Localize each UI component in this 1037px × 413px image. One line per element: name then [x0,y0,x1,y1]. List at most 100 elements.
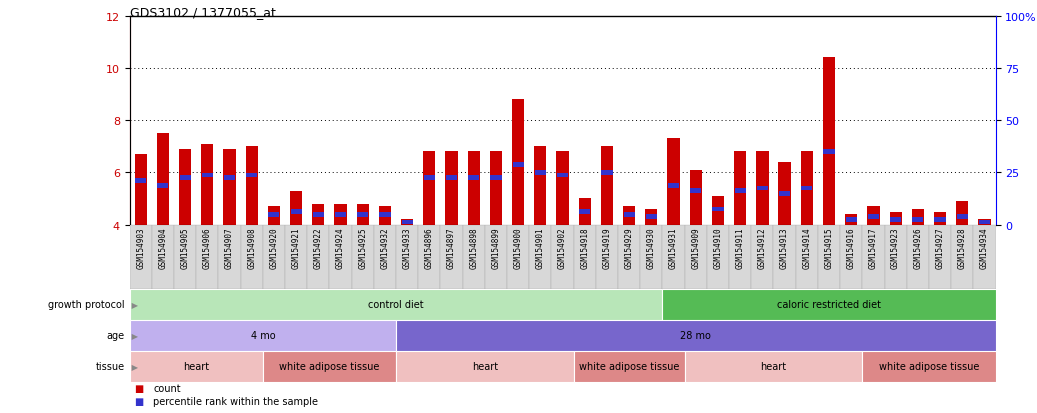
Bar [596,225,618,289]
Bar [396,320,996,351]
Bar [196,225,219,289]
Bar [690,170,702,225]
Bar [290,191,302,225]
Text: 28 mo: 28 mo [680,330,711,341]
Bar [130,225,151,289]
Text: ▶: ▶ [129,362,138,371]
Bar [557,152,568,225]
Bar [357,204,369,225]
Bar [262,351,396,382]
Bar [335,204,346,225]
Bar [711,197,724,225]
Bar [795,225,818,289]
Bar [734,189,746,194]
Text: GSM154914: GSM154914 [803,227,811,268]
Bar [951,225,974,289]
Text: GSM154899: GSM154899 [492,227,501,268]
Bar [863,351,996,382]
Bar [956,202,969,225]
Bar [845,218,857,222]
Bar [890,212,902,225]
Text: GSM154918: GSM154918 [581,227,589,268]
Bar [352,225,374,289]
Bar [330,225,352,289]
Text: GSM154902: GSM154902 [558,227,567,268]
Bar [668,184,679,188]
Bar [823,58,835,225]
Text: GSM154897: GSM154897 [447,227,456,268]
Text: GSM154898: GSM154898 [470,227,478,268]
Bar [224,176,235,180]
Text: GSM154922: GSM154922 [314,227,323,268]
Bar [201,144,214,225]
Bar [934,212,946,225]
Text: GSM154913: GSM154913 [780,227,789,268]
Bar [313,212,324,217]
Bar [707,225,729,289]
Bar [868,215,879,220]
Text: heart: heart [184,361,209,372]
Text: white adipose tissue: white adipose tissue [279,361,380,372]
Bar [130,289,663,320]
Bar [374,225,396,289]
Bar [379,207,391,225]
Bar [223,150,235,225]
Bar [396,225,418,289]
Bar [623,212,635,217]
Text: GSM154904: GSM154904 [159,227,167,268]
Bar [179,176,191,180]
Bar [158,184,168,188]
Bar [489,152,502,225]
Bar [801,152,813,225]
Bar [684,225,707,289]
Bar [890,218,901,222]
Bar [202,173,213,178]
Text: GDS3102 / 1377055_at: GDS3102 / 1377055_at [130,6,276,19]
Text: GSM154907: GSM154907 [225,227,234,268]
Bar [307,225,330,289]
Text: GSM154921: GSM154921 [291,227,301,268]
Bar [802,186,812,191]
Text: GSM154908: GSM154908 [247,227,256,268]
Bar [241,225,262,289]
Text: tissue: tissue [95,361,124,372]
Bar [441,225,463,289]
Text: white adipose tissue: white adipose tissue [579,361,679,372]
Bar [424,176,435,180]
Bar [151,225,174,289]
Bar [663,225,684,289]
Text: GSM154929: GSM154929 [624,227,634,268]
Bar [885,225,906,289]
Text: GSM154917: GSM154917 [869,227,878,268]
Bar [691,189,701,194]
Bar [468,152,480,225]
Text: GSM154919: GSM154919 [602,227,612,268]
Bar [463,225,485,289]
Text: ▶: ▶ [129,300,138,309]
Bar [335,212,346,217]
Bar [867,207,879,225]
Text: GSM154900: GSM154900 [513,227,523,268]
Bar [269,212,280,217]
Bar [734,152,747,225]
Bar [418,225,441,289]
Bar [823,150,835,154]
Bar [774,225,795,289]
Bar [380,212,391,217]
Bar [601,171,613,175]
Text: GSM154923: GSM154923 [891,227,900,268]
Bar [573,225,596,289]
Text: GSM154912: GSM154912 [758,227,767,268]
Text: GSM154901: GSM154901 [536,227,544,268]
Bar [684,351,863,382]
Bar [580,210,590,214]
Bar [534,147,546,225]
Bar [751,225,774,289]
Bar [840,225,863,289]
Text: growth protocol: growth protocol [48,299,124,310]
Text: GSM154932: GSM154932 [381,227,390,268]
Text: GSM154920: GSM154920 [270,227,279,268]
Text: GSM154933: GSM154933 [402,227,412,268]
Text: GSM154905: GSM154905 [180,227,190,268]
Text: GSM154928: GSM154928 [958,227,966,268]
